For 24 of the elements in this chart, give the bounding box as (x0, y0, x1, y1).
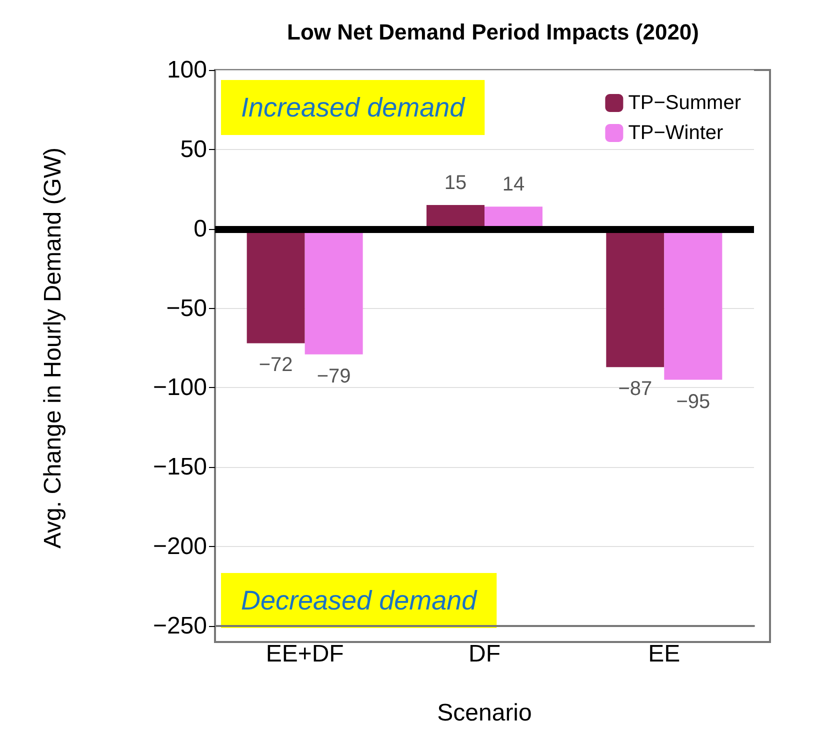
y-tick-label: −250 (152, 612, 207, 640)
y-tick-label: 50 (180, 136, 207, 163)
annotation: Increased demand (241, 92, 466, 122)
chart-title: Low Net Demand Period Impacts (2020) (287, 20, 699, 44)
y-axis-title: Avg. Change in Hourly Demand (GW) (40, 147, 66, 549)
y-tick-label: −50 (166, 294, 207, 322)
x-tick-label: EE+DF (266, 640, 344, 668)
annotation: Decreased demand (241, 586, 478, 616)
legend-label: TP−Summer (628, 92, 742, 114)
x-tick-label: DF (468, 640, 500, 668)
data-label: −72 (258, 354, 293, 376)
legend-label: TP−Winter (628, 122, 724, 144)
x-tick-label: EE (648, 640, 680, 668)
y-tick-label: 0 (194, 215, 207, 242)
data-label: −79 (316, 365, 351, 388)
y-tick-label: 100 (166, 56, 207, 84)
y-tick-label: −100 (152, 374, 207, 402)
y-tick-label: −150 (152, 454, 207, 481)
data-label: 15 (444, 172, 467, 194)
x-axis-title: Scenario (437, 700, 532, 726)
data-label: −95 (676, 390, 710, 413)
y-tick-label: −200 (152, 533, 207, 560)
data-label: 14 (502, 174, 525, 196)
data-label: −87 (618, 378, 652, 400)
